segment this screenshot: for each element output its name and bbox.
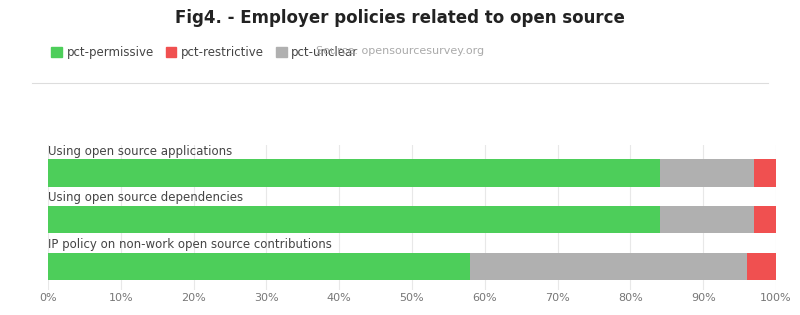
Bar <box>48 253 470 280</box>
Text: IP policy on non-work open source contributions: IP policy on non-work open source contri… <box>48 238 332 251</box>
Bar <box>754 206 776 233</box>
Bar <box>470 253 747 280</box>
Text: Using open source applications: Using open source applications <box>48 145 232 158</box>
Bar <box>659 206 754 233</box>
Bar <box>48 206 659 233</box>
Bar <box>48 159 659 186</box>
Legend: pct-permissive, pct-restrictive, pct-unclear: pct-permissive, pct-restrictive, pct-unc… <box>46 41 363 64</box>
Bar <box>754 159 776 186</box>
Text: Using open source dependencies: Using open source dependencies <box>48 191 243 204</box>
Bar <box>747 253 776 280</box>
Text: Source: opensourcesurvey.org: Source: opensourcesurvey.org <box>316 46 484 56</box>
Text: Fig4. - Employer policies related to open source: Fig4. - Employer policies related to ope… <box>175 9 625 27</box>
Bar <box>659 159 754 186</box>
